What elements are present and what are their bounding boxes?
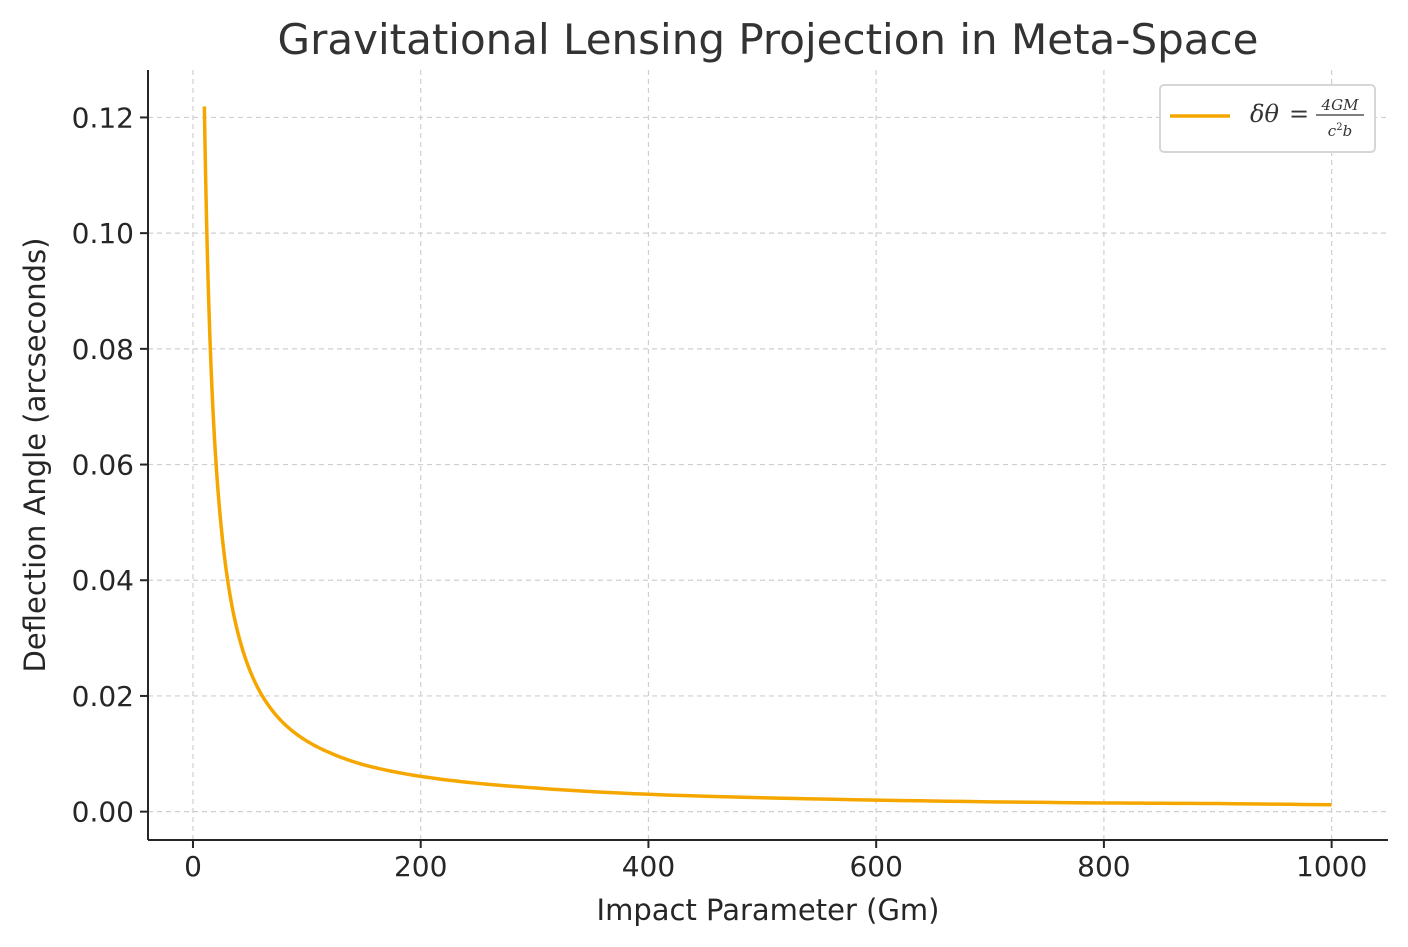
x-tick-label: 200 xyxy=(394,850,447,883)
legend-denominator-exponent: 2 xyxy=(1336,122,1342,133)
deflection-curve xyxy=(202,106,1332,807)
legend-box xyxy=(1159,84,1376,153)
legend-formula-lhs: δθ xyxy=(1250,100,1279,128)
y-tick-label: 0.02 xyxy=(72,680,134,713)
y-axis-label: Deflection Angle (arcseconds) xyxy=(18,238,52,673)
x-tick-label: 400 xyxy=(622,850,675,883)
x-axis-label: Impact Parameter (Gm) xyxy=(597,893,940,927)
legend-formula-denominator: c2b xyxy=(1328,122,1352,140)
y-tick-label: 0.12 xyxy=(72,101,134,134)
y-tick-label: 0.04 xyxy=(72,564,134,597)
chart-title: Gravitational Lensing Projection in Meta… xyxy=(278,15,1259,64)
legend-formula-numerator: 4GM xyxy=(1321,96,1360,114)
grid-lines xyxy=(148,70,1388,840)
axis-ticks: 0 200 400 600 800 1000 0.00 0.02 0.04 0.06 0.08 0.1… xyxy=(72,101,1368,883)
x-tick-label: 1000 xyxy=(1296,850,1367,883)
x-tick-label: 600 xyxy=(849,850,902,883)
y-tick-label: 0.08 xyxy=(72,333,134,366)
legend: δθ = 4GM c2b xyxy=(1159,84,1376,153)
y-tick-label: 0.00 xyxy=(72,796,134,829)
legend-denominator-c: c xyxy=(1328,122,1337,140)
legend-formula-equals: = xyxy=(1289,100,1309,128)
y-tick-label: 0.06 xyxy=(72,449,134,482)
legend-denominator-b: b xyxy=(1343,122,1353,140)
x-tick-label: 800 xyxy=(1077,850,1130,883)
y-tick-label: 0.10 xyxy=(72,217,134,250)
x-tick-label: 0 xyxy=(184,850,202,883)
